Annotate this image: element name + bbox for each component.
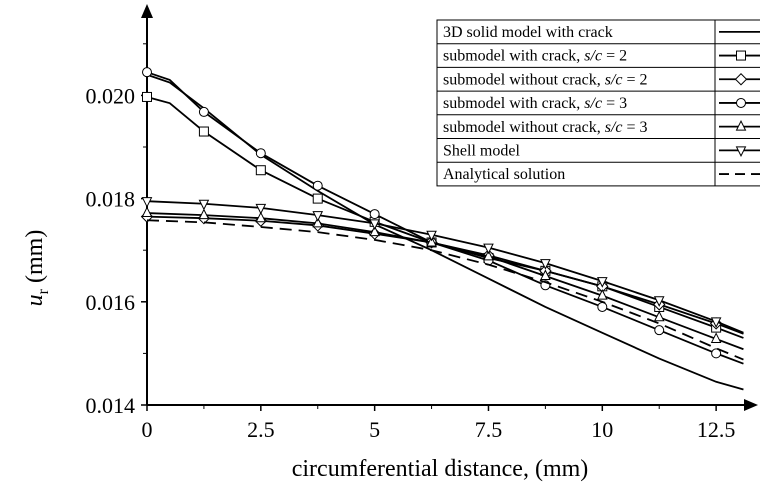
- data-point-triangle-up: [540, 269, 551, 280]
- series-5: [141, 206, 744, 351]
- data-point-triangle-up: [255, 211, 267, 223]
- data-point-triangle-up: [710, 332, 722, 343]
- x-axis-title: circumferential distance, (mm): [292, 456, 589, 482]
- y-axis-title: ur (mm): [22, 230, 52, 307]
- y-axis-arrow: [141, 4, 153, 18]
- x-tick-label: 12.5: [697, 417, 736, 442]
- y-tick-label: 0.016: [86, 290, 136, 315]
- data-point-square: [198, 126, 209, 137]
- data-point-triangle-down: [312, 211, 324, 222]
- data-point-triangle-down: [596, 277, 608, 288]
- data-point-square: [255, 165, 266, 176]
- data-point-triangle-up: [426, 235, 437, 247]
- data-point-triangle-up: [653, 310, 665, 322]
- data-point-triangle-down: [198, 199, 210, 211]
- legend-marker-square: [736, 50, 746, 61]
- y-tick-label: 0.020: [86, 83, 136, 108]
- legend-label: submodel without crack, s/c = 2: [443, 71, 648, 88]
- data-point-triangle-down: [483, 243, 494, 255]
- axes: 0 2.5 5 7.5 10 12.5 0.014 0.016 0.018 0.020: [86, 4, 758, 442]
- data-point-triangle-up: [596, 288, 608, 300]
- data-point-triangle-up: [369, 225, 380, 237]
- series-line: [146, 200, 744, 334]
- y-axis-title-subscript: r: [35, 288, 52, 294]
- y-axis-title-main: u: [22, 294, 48, 306]
- x-tick-label: 10: [591, 417, 613, 442]
- x-tick-label: 5: [369, 417, 380, 442]
- legend: 3D solid model with crack submodel with c…: [436, 19, 760, 187]
- data-point-circle: [142, 67, 152, 78]
- series-line: [146, 219, 744, 361]
- y-axis-title-unit: (mm): [22, 230, 48, 289]
- data-point-circle: [255, 148, 266, 159]
- x-tick-label: 7.5: [475, 417, 503, 442]
- series-6: [141, 197, 744, 334]
- x-tick-label: 2.5: [247, 417, 275, 442]
- data-point-square: [312, 193, 323, 204]
- legend-marker-triangle-down: [735, 146, 747, 157]
- x-tick-label: 0: [142, 417, 153, 442]
- y-tick-label: 0.018: [86, 187, 136, 212]
- data-point-triangle-down: [653, 296, 665, 307]
- legend-label: submodel without crack, s/c = 3: [443, 119, 648, 136]
- data-point-circle: [369, 209, 380, 220]
- data-point-circle: [198, 106, 209, 117]
- legend-label: Analytical solution: [443, 166, 565, 183]
- data-point-triangle-down: [369, 219, 380, 230]
- data-point-triangle-up: [483, 249, 494, 261]
- data-point-triangle-up: [141, 206, 153, 218]
- legend-marker-triangle-up: [735, 120, 747, 131]
- data-point-square: [142, 91, 152, 102]
- data-point-circle: [597, 301, 608, 312]
- data-point-circle: [312, 180, 323, 191]
- x-axis-arrow: [744, 399, 758, 411]
- data-point-triangle-down: [255, 203, 267, 215]
- series-line: [146, 212, 744, 351]
- data-point-triangle-down: [141, 197, 153, 208]
- legend-marker-circle: [736, 97, 746, 108]
- legend-label: submodel with crack, s/c = 3: [443, 95, 627, 112]
- legend-label: submodel with crack, s/c = 2: [443, 48, 627, 65]
- data-point-triangle-up: [198, 208, 210, 220]
- data-point-circle: [711, 348, 722, 359]
- legend-marker-diamond: [734, 73, 748, 86]
- data-point-triangle-up: [312, 216, 324, 228]
- legend-box: [436, 19, 760, 187]
- legend-label: Shell model: [443, 143, 520, 160]
- data-point-triangle-down: [540, 259, 551, 270]
- legend-label: 3D solid model with crack: [443, 24, 613, 41]
- data-point-triangle-down: [426, 230, 437, 242]
- data-point-circle: [654, 325, 665, 336]
- series-layer: [140, 67, 744, 391]
- y-tick-label: 0.014: [86, 393, 136, 418]
- data-point-triangle-down: [710, 317, 722, 329]
- series-7: [146, 219, 744, 361]
